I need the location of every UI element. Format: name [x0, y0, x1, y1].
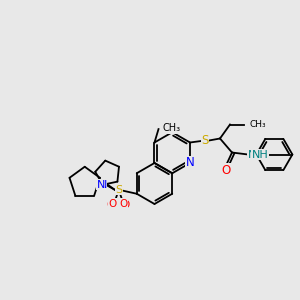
Text: O: O [221, 164, 231, 177]
Text: N: N [99, 180, 107, 190]
Text: O: O [221, 164, 231, 177]
Text: O: O [106, 200, 115, 210]
Text: NH: NH [252, 149, 269, 160]
Text: CH₃: CH₃ [163, 123, 181, 133]
Text: S: S [115, 185, 122, 195]
Text: N: N [97, 180, 105, 190]
Text: CH₃: CH₃ [250, 120, 267, 129]
Text: S: S [201, 134, 209, 147]
Text: S: S [201, 136, 208, 146]
Text: NH: NH [248, 149, 265, 160]
Text: S: S [115, 185, 122, 195]
Text: O: O [109, 199, 117, 209]
Text: N: N [186, 157, 194, 169]
Text: O: O [122, 200, 130, 210]
Text: O: O [120, 199, 128, 209]
